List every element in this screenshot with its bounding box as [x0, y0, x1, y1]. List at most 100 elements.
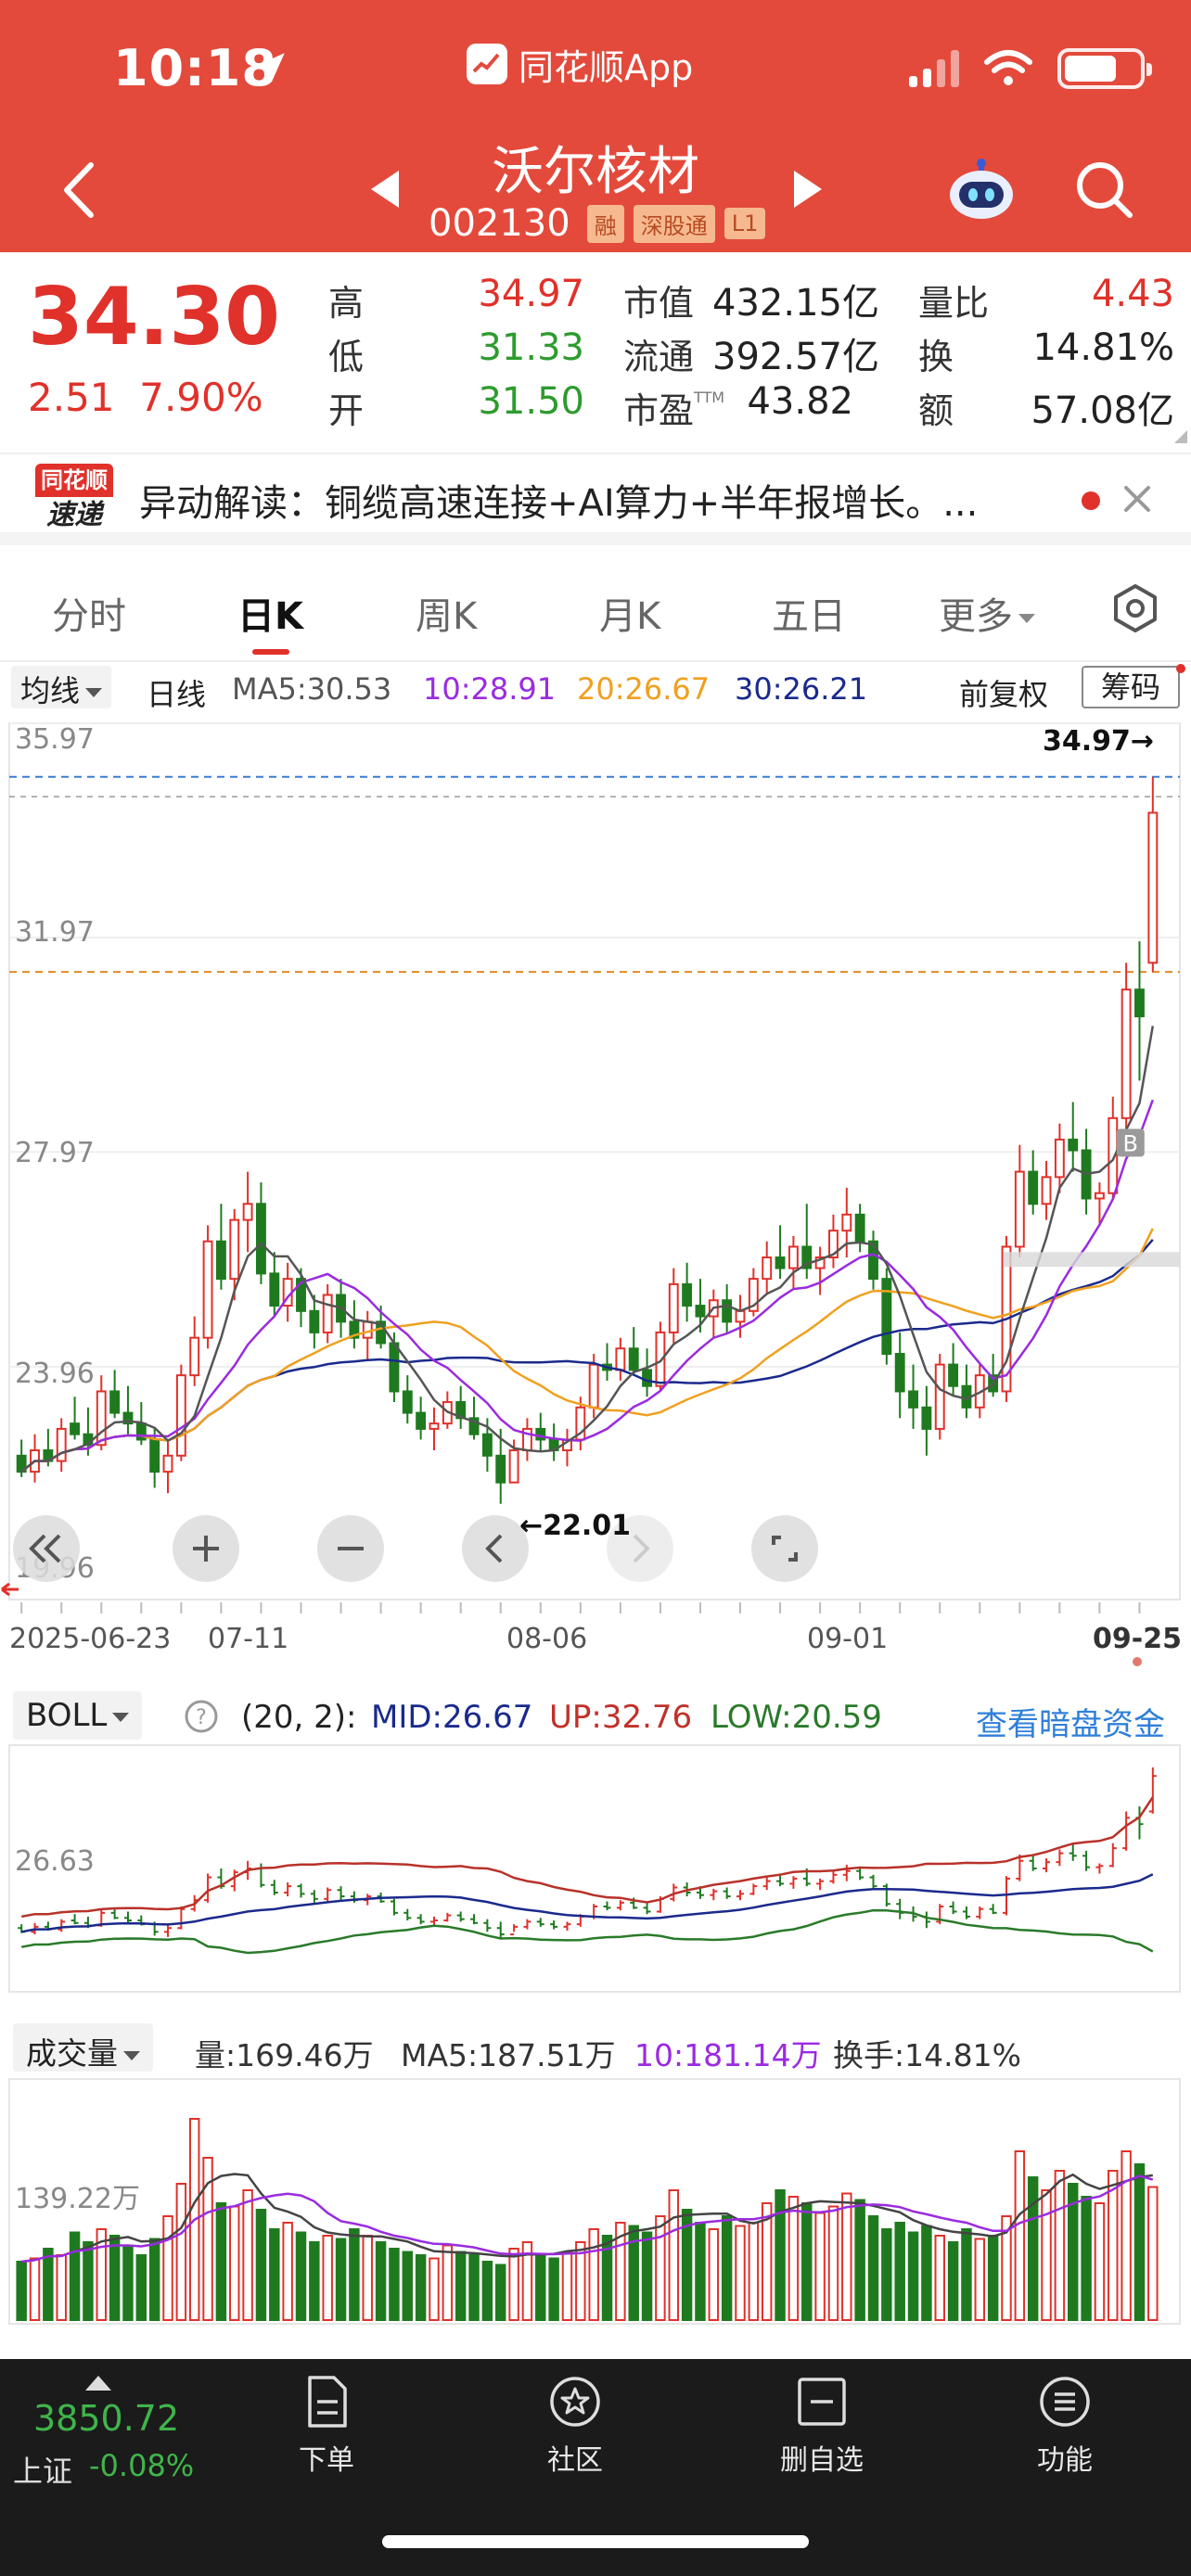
nav-functions[interactable]: 功能	[991, 2374, 1139, 2478]
volume-bar	[788, 2196, 800, 2321]
volume-bar	[827, 2205, 839, 2321]
chip-distribution-button[interactable]: 筹码	[1082, 666, 1180, 708]
tab-intraday[interactable]: 分时	[52, 595, 126, 638]
prev-stock-button[interactable]	[371, 171, 399, 208]
stock-subtitle: 002130 融 深股通 L1	[429, 202, 766, 245]
volume-bar	[135, 2254, 147, 2321]
candle-body	[748, 1278, 759, 1312]
candle-body	[389, 1342, 400, 1393]
zoom-out-button[interactable]	[317, 1515, 384, 1582]
chip-red-dot	[1176, 664, 1185, 673]
price-change: 2.51 7.90%	[28, 375, 263, 420]
mcap-label: 市值	[623, 283, 695, 324]
tab-weekly-k[interactable]: 周K	[416, 595, 478, 638]
float-label: 流通	[623, 337, 695, 377]
last-price: 34.30	[28, 271, 281, 363]
candle-body	[362, 1320, 373, 1339]
candle-body	[828, 1230, 839, 1259]
volume-bar	[668, 2189, 680, 2321]
volume-bar	[508, 2248, 519, 2321]
volume-bar	[229, 2205, 240, 2321]
index-percent: -0.08%	[89, 2448, 195, 2483]
volume-bar	[415, 2254, 427, 2321]
candle-body	[682, 1282, 693, 1307]
candle-body	[1094, 1192, 1105, 1200]
buy-marker-label: B	[1123, 1130, 1138, 1156]
candle-body	[722, 1299, 733, 1323]
candle-body	[868, 1240, 878, 1281]
candle-body	[402, 1390, 413, 1414]
candle-body	[615, 1347, 626, 1371]
volume-y-tick: 139.22万	[15, 2183, 140, 2215]
nav-community[interactable]: 社区	[501, 2374, 649, 2478]
candle-body	[948, 1363, 959, 1387]
tab-monthly-k[interactable]: 月K	[599, 595, 661, 638]
expand-corner-icon[interactable]	[1171, 428, 1189, 445]
scroll-left-button[interactable]	[462, 1515, 529, 1582]
dark-pool-link[interactable]: 查看暗盘资金	[976, 1706, 1165, 1743]
candle-body	[642, 1369, 653, 1387]
candle-body	[109, 1390, 121, 1414]
volume-bar	[814, 2212, 826, 2321]
close-icon[interactable]	[1121, 482, 1154, 516]
y-tick-label: 31.97	[15, 916, 95, 949]
search-icon[interactable]	[1072, 158, 1137, 223]
fullscreen-button[interactable]	[751, 1515, 818, 1582]
index-up-arrow-icon[interactable]	[85, 2376, 111, 2391]
next-stock-button[interactable]	[794, 171, 822, 208]
tab-five-day[interactable]: 五日	[772, 595, 846, 638]
boll-low: LOW:20.59	[711, 1699, 882, 1736]
chevron-down-icon	[112, 1712, 130, 1722]
community-star-icon	[550, 2377, 600, 2427]
candle-body	[628, 1347, 639, 1371]
volume-bar	[16, 2261, 27, 2321]
indicator-selector[interactable]: 均线	[11, 666, 112, 708]
app-logo-icon	[467, 44, 507, 84]
news-banner[interactable]: 同花顺 速递 异动解读：铜缆高速连接+AI算力+半年报增长。...	[0, 453, 1191, 545]
open-value: 31.50	[478, 380, 584, 423]
tab-daily-k[interactable]: 日K	[237, 595, 303, 638]
nav-remove-watchlist[interactable]: 删自选	[748, 2374, 896, 2478]
settings-hexagon-icon[interactable]	[1109, 582, 1161, 634]
volume-value: 量:169.46万	[195, 2037, 374, 2073]
adjust-mode[interactable]: 前复权	[959, 677, 1049, 712]
x-date-label: 09-01	[807, 1623, 889, 1655]
volume-bar	[215, 2202, 227, 2321]
volume-bar	[655, 2215, 666, 2321]
scroll-right-button[interactable]	[607, 1515, 673, 1582]
back-button[interactable]	[56, 158, 102, 223]
volume-bar	[867, 2215, 879, 2321]
volume-bar	[775, 2189, 786, 2321]
volume-bar	[1054, 2170, 1066, 2321]
candle-body	[70, 1422, 81, 1435]
buy-marker	[1116, 1129, 1145, 1157]
robot-assistant-icon[interactable]	[944, 156, 1018, 221]
ma10-value: 10:28.91	[423, 671, 557, 707]
tag-connect: 深股通	[633, 204, 715, 243]
index-name: 上证	[13, 2454, 73, 2489]
volume-bar	[1081, 2196, 1092, 2321]
nav-order[interactable]: 下单	[252, 2374, 401, 2478]
chevron-down-icon	[1018, 614, 1035, 623]
boll-frame	[8, 1744, 1181, 1993]
volume-ma10: 10:181.14万	[634, 2037, 822, 2073]
signal-icon	[909, 50, 959, 87]
volume-selector[interactable]: 成交量	[13, 2023, 153, 2072]
volume-ma5-line	[21, 2173, 1153, 2264]
zoom-in-button[interactable]	[173, 1515, 239, 1582]
boll-lower-line	[20, 1908, 1154, 1955]
tab-more[interactable]: 更多	[939, 586, 1035, 640]
kline-chart-area[interactable]: B 34.97→ ←22.01 35.97 31.97 27.97 23.96 …	[0, 714, 1191, 2355]
volume-bar	[362, 2235, 373, 2321]
volume-bar	[881, 2228, 892, 2321]
ma30-value: 30:26.21	[735, 671, 868, 707]
help-icon[interactable]: ?	[184, 1699, 219, 1734]
ma-legend-row: 均线 日线 MA5:30.53 10:28.91 20:26.67 30:26.…	[0, 664, 1191, 712]
index-value[interactable]: 3850.72	[33, 2398, 180, 2439]
scroll-left-fast-button[interactable]	[13, 1515, 80, 1582]
volume-bar	[481, 2261, 493, 2321]
boll-selector[interactable]: BOLL	[13, 1691, 143, 1740]
candle-body	[495, 1454, 506, 1484]
volume-panel	[8, 2078, 1181, 2325]
candle-body	[149, 1438, 160, 1473]
